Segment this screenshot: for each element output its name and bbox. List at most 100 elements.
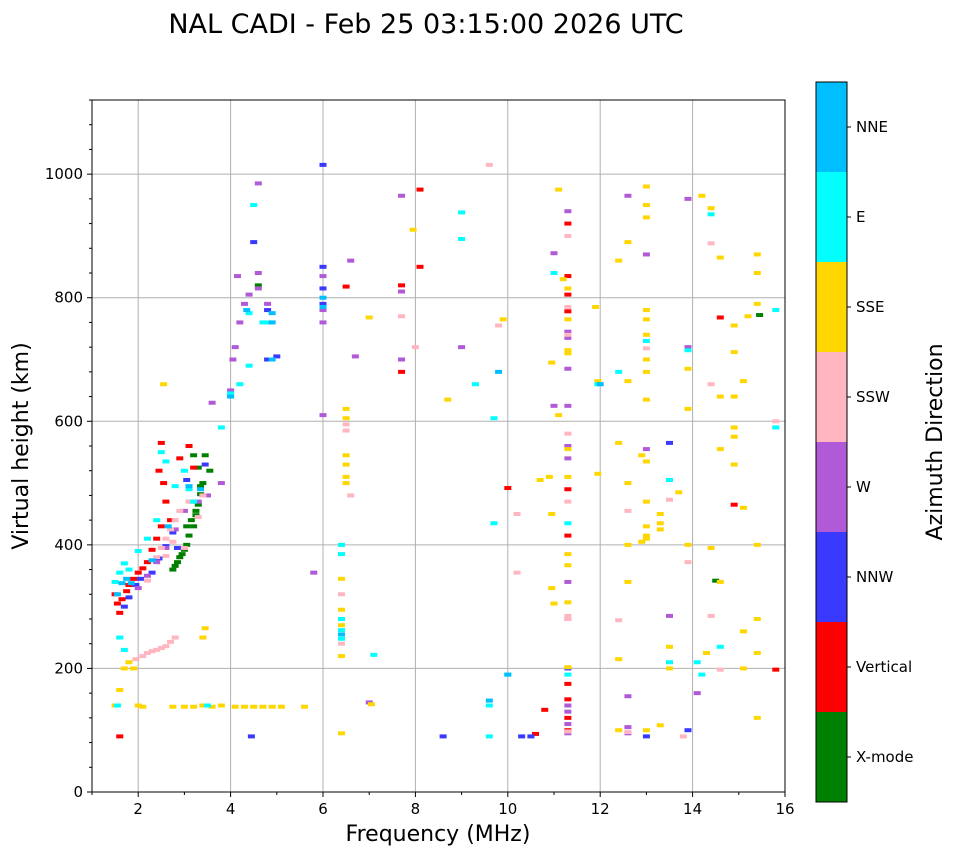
- data-point: [259, 320, 267, 325]
- data-point: [642, 346, 650, 351]
- data-point: [716, 667, 724, 672]
- data-point: [642, 308, 650, 313]
- data-point: [564, 209, 572, 214]
- data-point: [564, 672, 572, 677]
- data-point: [642, 338, 650, 343]
- data-point: [564, 533, 572, 538]
- y-tick-label: 800: [54, 289, 83, 307]
- data-point: [245, 363, 253, 368]
- data-point: [564, 351, 572, 356]
- x-tick-label: 8: [411, 800, 421, 818]
- data-point: [564, 487, 572, 492]
- data-point: [564, 499, 572, 504]
- data-point: [153, 518, 161, 523]
- data-point: [153, 560, 161, 565]
- data-point: [532, 731, 540, 736]
- data-point: [116, 734, 124, 739]
- data-point: [157, 440, 165, 445]
- data-point: [398, 357, 406, 362]
- data-point: [157, 646, 165, 651]
- data-point: [234, 274, 242, 279]
- data-point: [458, 345, 466, 350]
- colorbar-label: NNW: [856, 568, 893, 586]
- data-point: [365, 315, 373, 320]
- data-point: [337, 592, 345, 597]
- data-point: [337, 617, 345, 621]
- data-point: [504, 672, 512, 677]
- data-point: [194, 465, 202, 470]
- data-point: [201, 626, 209, 631]
- data-point: [666, 666, 673, 671]
- data-point: [180, 704, 188, 709]
- colorbar-label: X-mode: [856, 748, 913, 766]
- data-point: [485, 703, 493, 708]
- data-point: [134, 586, 142, 591]
- data-point: [666, 497, 673, 502]
- data-point: [368, 702, 376, 707]
- data-point: [342, 428, 350, 433]
- data-point: [495, 323, 503, 328]
- data-point: [666, 613, 673, 618]
- series-sse: [111, 184, 761, 736]
- data-point: [458, 210, 466, 215]
- data-point: [319, 286, 327, 291]
- data-point: [337, 654, 345, 659]
- data-point: [342, 474, 350, 479]
- data-point: [132, 583, 140, 588]
- data-point: [254, 271, 262, 275]
- data-point: [148, 570, 156, 575]
- data-point: [206, 468, 214, 473]
- data-point: [693, 660, 701, 665]
- data-point: [342, 406, 350, 411]
- data-point: [264, 301, 272, 306]
- data-point: [624, 508, 632, 513]
- colorbar-segment: [816, 262, 847, 352]
- data-point: [596, 382, 604, 387]
- data-point: [268, 357, 276, 362]
- data-point: [185, 484, 193, 489]
- data-point: [185, 499, 193, 504]
- colorbar-label: SSW: [856, 388, 890, 406]
- data-point: [594, 379, 602, 384]
- data-point: [143, 536, 151, 541]
- data-point: [229, 357, 237, 362]
- data-point: [564, 233, 572, 238]
- data-point: [139, 566, 147, 571]
- chart-title: NAL CADI - Feb 25 03:15:00 2026 UTC: [168, 9, 683, 40]
- data-point: [337, 731, 345, 736]
- data-point: [564, 729, 572, 734]
- data-point: [319, 301, 327, 306]
- data-point: [753, 650, 761, 655]
- data-point: [143, 578, 151, 583]
- data-point: [656, 511, 664, 516]
- series-nne: [113, 295, 604, 703]
- data-point: [548, 586, 556, 591]
- data-point: [236, 320, 244, 325]
- data-point: [564, 447, 572, 452]
- data-point: [642, 728, 650, 733]
- colorbar-segment: [816, 442, 847, 532]
- data-point: [730, 323, 738, 328]
- x-axis: 2 4 6 8 10 12 14 16: [91, 792, 795, 818]
- data-point: [120, 666, 128, 671]
- data-point: [123, 576, 131, 581]
- data-point: [564, 552, 572, 557]
- data-point: [675, 490, 683, 495]
- data-point: [113, 601, 121, 606]
- colorbar-segment: [816, 532, 847, 622]
- data-point: [642, 533, 650, 538]
- data-point: [624, 240, 632, 245]
- data-point: [739, 629, 747, 634]
- data-point: [624, 694, 632, 699]
- data-point: [342, 481, 350, 486]
- data-point: [125, 567, 133, 572]
- data-point: [684, 366, 692, 371]
- data-point: [548, 511, 556, 516]
- data-point: [536, 477, 544, 482]
- data-point: [564, 221, 572, 226]
- data-point: [550, 403, 558, 408]
- data-point: [458, 237, 466, 242]
- data-point: [254, 286, 262, 291]
- data-point: [624, 730, 632, 735]
- data-point: [162, 545, 170, 550]
